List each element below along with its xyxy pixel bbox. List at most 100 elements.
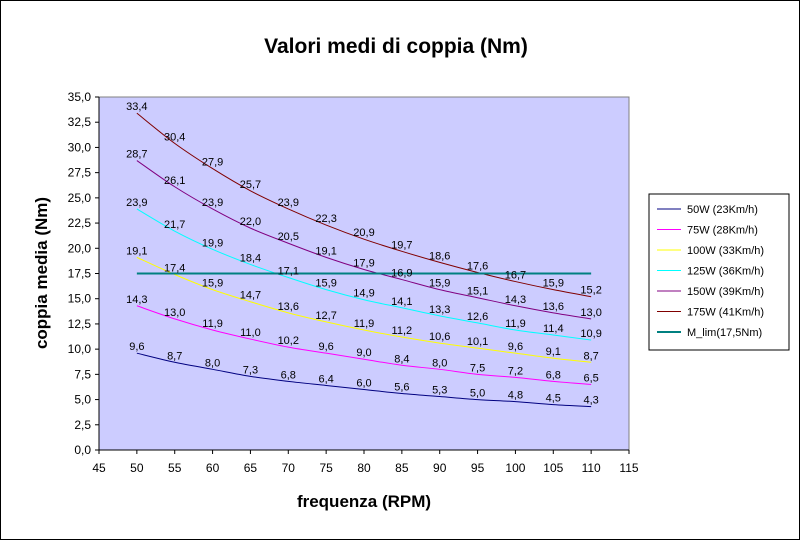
series-line-4: [136, 160, 592, 320]
x-tick-label: 55: [168, 461, 182, 475]
data-label: 16,9: [391, 268, 412, 280]
legend-entry: 100W (33Km/h): [687, 245, 764, 257]
y-tick-label: 0,0: [74, 443, 91, 457]
data-label: 7,2: [508, 365, 523, 377]
data-label: 12,7: [315, 310, 336, 322]
data-label: 19,1: [315, 245, 336, 257]
data-label: 11,2: [392, 325, 413, 337]
y-tick-label: 7,5: [74, 367, 91, 381]
data-label: 26,1: [164, 175, 185, 187]
data-label: 28,7: [126, 149, 147, 161]
y-tick-label: 17,5: [68, 267, 92, 281]
data-label: 5,0: [470, 388, 485, 400]
legend-entry: M_lim(17,5Nm): [687, 327, 762, 339]
data-label: 11,9: [505, 318, 526, 330]
data-label: 19,9: [202, 237, 223, 249]
y-tick-label: 10,0: [68, 342, 92, 356]
data-label: 15,9: [543, 278, 564, 290]
data-label: 14,3: [505, 294, 526, 306]
data-label: 19,7: [391, 239, 412, 251]
data-label: 16,7: [505, 270, 526, 282]
x-tick-label: 60: [206, 461, 220, 475]
data-label: 11,4: [543, 323, 564, 335]
data-label: 10,9: [580, 328, 601, 340]
series-layer: [136, 112, 592, 408]
legend: 50W (23Km/h) 75W (28Km/h) 100W (33Km/h) 125…: [648, 193, 790, 351]
x-tick-label: 105: [543, 461, 563, 475]
data-label: 23,9: [278, 197, 299, 209]
legend-entry: 175W (41Km/h): [687, 307, 764, 319]
data-label: 13,0: [164, 307, 185, 319]
data-label: 25,7: [240, 179, 261, 191]
data-label: 4,3: [583, 395, 598, 407]
x-tick-label: 65: [244, 461, 258, 475]
y-tick-label: 27,5: [68, 166, 92, 180]
data-label: 13,3: [429, 304, 450, 316]
data-label: 9,0: [356, 347, 371, 359]
x-tick-label: 75: [319, 461, 333, 475]
data-label: 12,6: [467, 311, 488, 323]
data-label: 18,4: [240, 252, 261, 264]
x-axis-title: frequenza (RPM): [297, 492, 431, 511]
data-label: 7,3: [243, 364, 258, 376]
chart-title: Valori medi di coppia (Nm): [264, 35, 528, 58]
x-tick-label: 100: [505, 461, 525, 475]
data-label: 14,3: [126, 294, 147, 306]
series-line-5: [136, 112, 592, 298]
x-tick-label: 45: [92, 461, 106, 475]
y-tick-label: 20,0: [68, 241, 92, 255]
data-label: 23,9: [126, 197, 147, 209]
data-label: 10,1: [467, 336, 488, 348]
data-label: 33,4: [126, 101, 147, 113]
axes: 0,0 2,5 5,0 7,5 10,0 12,5 15,0 17,5 20,0 22,5 25,0…: [68, 90, 639, 475]
data-label: 10,6: [429, 331, 450, 343]
legend-box: [648, 193, 790, 351]
data-label: 13,0: [580, 307, 601, 319]
data-label: 13,6: [543, 301, 564, 313]
legend-entry: 50W (23Km/h): [687, 204, 758, 216]
data-label: 9,6: [129, 341, 144, 353]
data-label: 17,4: [164, 263, 185, 275]
data-label: 14,1: [391, 296, 412, 308]
data-label: 6,8: [546, 369, 561, 381]
data-labels: 9,6 8,7 8,0 7,3 6,8 6,4 6,0 5,6 5,3 5,0 4,8 4,5 4,3 1…: [126, 101, 602, 406]
data-label: 17,6: [467, 260, 488, 272]
data-label: 8,7: [583, 350, 598, 362]
data-label: 11,9: [354, 318, 375, 330]
y-axis-title: coppia media (Nm): [32, 197, 51, 349]
x-tick-label: 90: [433, 461, 447, 475]
data-label: 15,9: [429, 278, 450, 290]
series-line-2: [136, 256, 592, 363]
data-label: 14,9: [353, 288, 374, 300]
data-label: 4,5: [546, 393, 561, 405]
data-label: 27,9: [202, 157, 223, 169]
data-label: 21,7: [164, 219, 185, 231]
data-label: 18,6: [429, 250, 450, 262]
data-label: 7,5: [470, 362, 485, 374]
data-label: 10,2: [278, 335, 299, 347]
data-label: 4,8: [508, 390, 523, 402]
data-label: 8,0: [432, 357, 447, 369]
data-label: 8,7: [167, 350, 182, 362]
legend-entry: 150W (39Km/h): [687, 286, 764, 298]
legend-entry: 125W (36Km/h): [687, 266, 764, 278]
x-tick-label: 110: [582, 461, 601, 475]
data-label: 8,4: [394, 353, 409, 365]
x-tick-label: 50: [130, 461, 144, 475]
data-label: 15,1: [467, 286, 488, 298]
data-label: 9,6: [318, 341, 333, 353]
y-tick-label: 30,0: [68, 140, 92, 154]
data-label: 13,6: [278, 301, 299, 313]
y-tick-label: 22,5: [68, 216, 92, 230]
y-tick-label: 5,0: [74, 393, 91, 407]
series-line-0: [136, 352, 592, 408]
data-label: 30,4: [164, 131, 185, 143]
x-tick-label: 70: [282, 461, 296, 475]
data-label: 9,1: [546, 346, 561, 358]
y-tick-label: 32,5: [68, 115, 92, 129]
data-label: 6,5: [583, 372, 598, 384]
data-label: 22,0: [240, 216, 261, 228]
data-label: 6,0: [356, 377, 371, 389]
